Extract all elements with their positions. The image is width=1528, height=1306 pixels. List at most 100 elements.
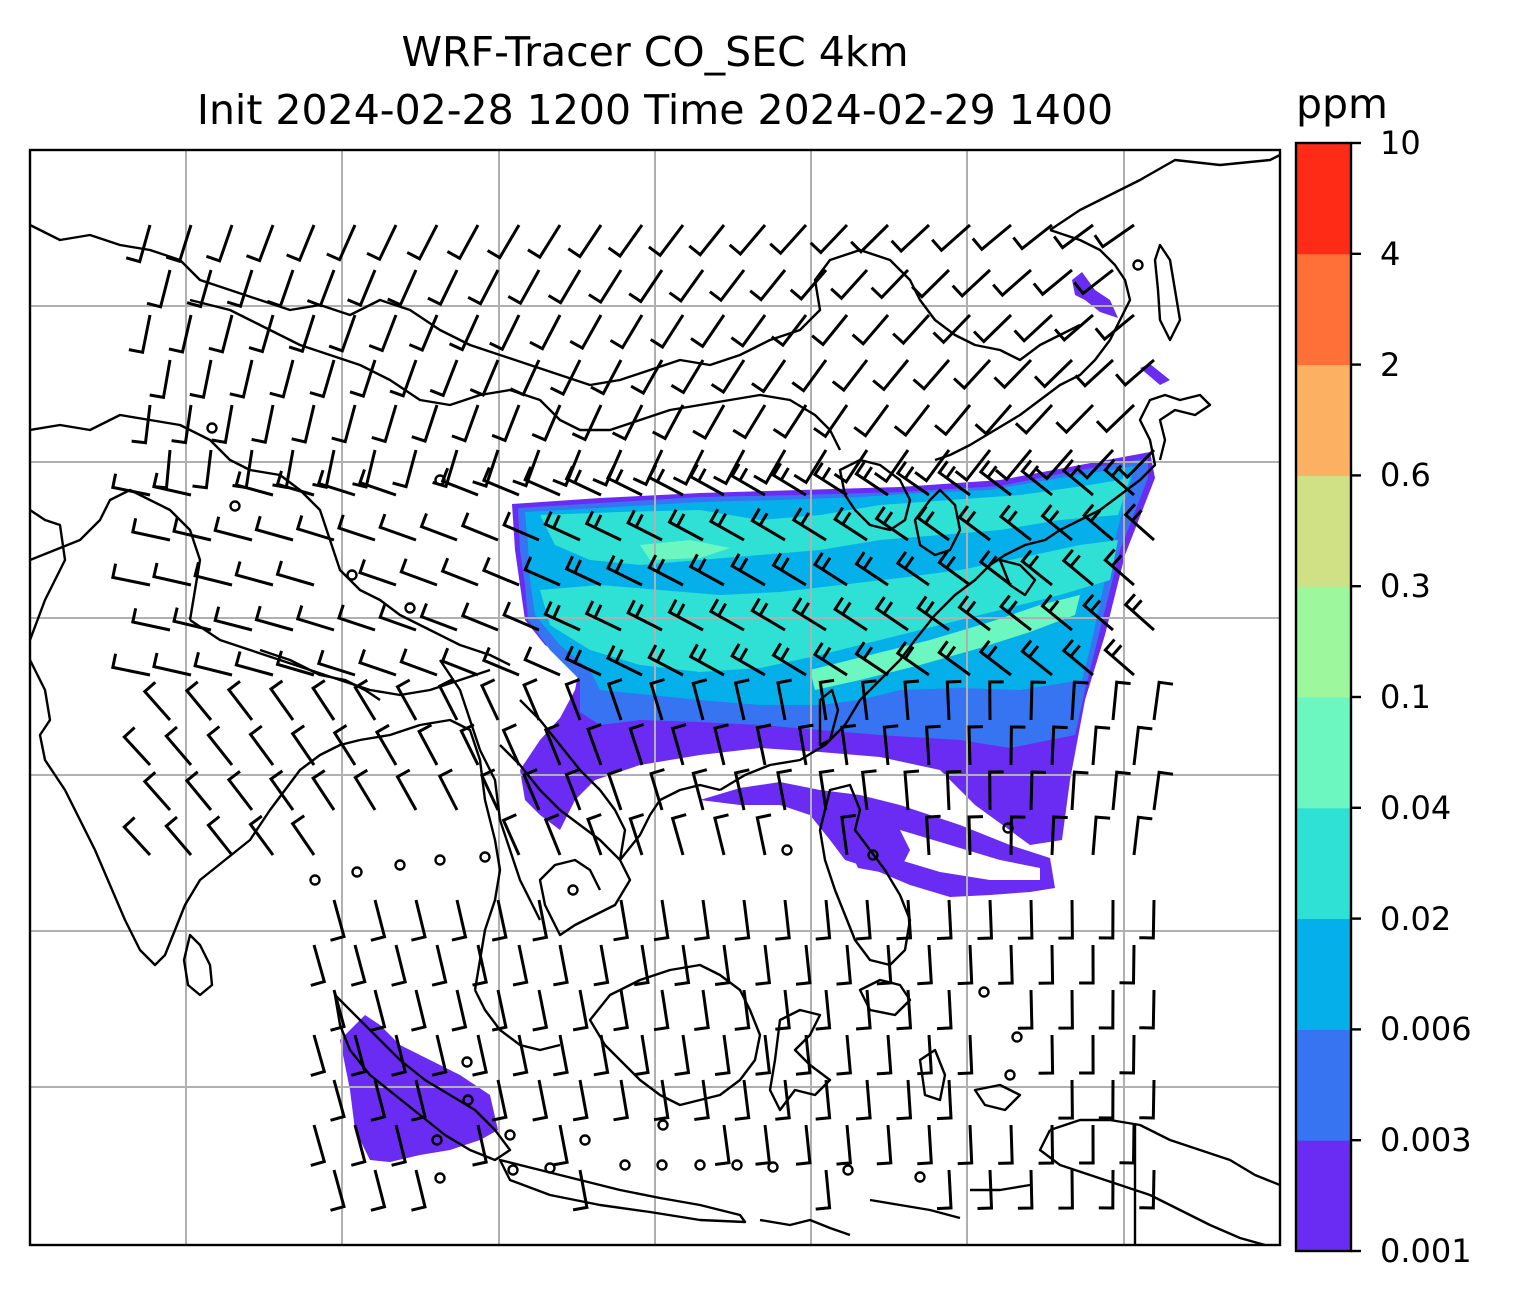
wind-barb xyxy=(978,459,1012,497)
colorbar-segment xyxy=(1296,697,1351,809)
wind-barb xyxy=(613,899,630,942)
wind-barb xyxy=(501,813,521,856)
wind-barb xyxy=(917,944,933,986)
wind-barb xyxy=(651,404,685,441)
wind-barb xyxy=(592,449,623,487)
wind-barb xyxy=(370,989,387,1032)
wind-barb xyxy=(295,605,335,632)
wind-barb xyxy=(186,269,213,309)
wind-barb xyxy=(836,944,853,986)
wind-barb xyxy=(813,404,849,439)
wind-barb xyxy=(234,561,274,587)
wind-barb xyxy=(791,359,828,393)
wind-barb xyxy=(932,313,972,345)
wind-barb xyxy=(553,1124,569,1167)
wind-barb xyxy=(481,646,520,677)
wind-barb xyxy=(749,269,787,302)
wind-barb xyxy=(730,314,767,348)
wind-barb-calm xyxy=(656,1159,668,1171)
wind-barb xyxy=(628,813,645,856)
wind-barb xyxy=(854,461,889,497)
wind-barb xyxy=(411,1169,427,1212)
wind-barb xyxy=(1029,680,1047,721)
map-title-line1: WRF-Tracer CO_SEC 4km xyxy=(401,28,909,76)
coastline-borneo xyxy=(588,963,762,1107)
wind-barb xyxy=(543,723,562,766)
wind-barb xyxy=(751,359,787,394)
colorbar-tick-label: 0.1 xyxy=(1380,678,1431,716)
wind-barb xyxy=(1017,989,1034,1030)
wind-barb xyxy=(708,269,746,303)
wind-barb xyxy=(649,768,665,811)
wind-barb xyxy=(417,723,439,766)
wind-barb xyxy=(815,899,832,941)
wind-barb xyxy=(815,1079,832,1121)
wind-barb xyxy=(1093,223,1135,249)
wind-barb xyxy=(812,551,848,587)
wind-barb xyxy=(481,556,520,587)
wind-barb xyxy=(1098,899,1115,940)
colorbar-ticks xyxy=(1351,141,1361,1253)
wind-barb xyxy=(467,269,500,306)
coastline-lesser-sunda xyxy=(759,1183,1031,1237)
wind-barb xyxy=(543,510,581,542)
wind-barb xyxy=(164,725,193,766)
wind-barb xyxy=(226,269,254,309)
wind-barb xyxy=(391,1124,408,1167)
wind-barb-calm xyxy=(434,854,446,866)
wind-barb xyxy=(1116,448,1156,480)
wind-barb xyxy=(549,359,582,397)
wind-barb xyxy=(171,404,193,445)
wind-barb xyxy=(771,552,807,587)
wind-barb xyxy=(254,515,294,542)
wind-barb xyxy=(607,224,644,259)
wind-barb xyxy=(172,517,212,542)
wind-barb xyxy=(1012,223,1053,251)
wind-barb xyxy=(523,646,561,677)
wind-barb xyxy=(836,1034,853,1076)
wind-barb xyxy=(245,224,275,263)
wind-barb xyxy=(481,466,520,497)
wind-barb xyxy=(532,989,549,1032)
wind-barb xyxy=(389,359,418,398)
wind-barb xyxy=(489,314,521,352)
wind-barb xyxy=(1013,313,1054,343)
wind-barb xyxy=(469,359,500,397)
wind-barb xyxy=(1079,944,1095,985)
wind-barb xyxy=(111,563,151,587)
wind-barb xyxy=(795,1124,812,1166)
wind-barb xyxy=(1119,1034,1136,1075)
wind-barb xyxy=(1055,403,1095,435)
wind-barb-calm xyxy=(619,1159,631,1171)
wind-barb xyxy=(142,771,172,811)
wind-barb xyxy=(606,678,623,721)
wind-barb xyxy=(378,603,417,632)
wind-barb xyxy=(755,813,772,856)
wind-barb xyxy=(1091,815,1111,856)
wind-barb xyxy=(472,944,488,987)
wind-barb xyxy=(974,404,1013,436)
wind-barb xyxy=(411,989,427,1032)
wind-barb xyxy=(728,224,767,257)
wind-barb xyxy=(691,678,708,721)
wind-barb xyxy=(193,651,233,677)
wind-barb xyxy=(479,768,500,811)
wind-barb xyxy=(733,678,750,721)
wind-barb xyxy=(1081,593,1114,632)
wind-barb xyxy=(630,359,664,396)
wind-barb xyxy=(564,645,602,677)
wind-barb xyxy=(833,506,868,542)
wind-barb xyxy=(791,597,827,632)
wind-barb xyxy=(896,899,913,941)
wind-barb xyxy=(350,944,367,987)
wind-barb xyxy=(290,814,316,856)
wind-barb xyxy=(440,467,479,497)
wind-barb xyxy=(734,899,751,941)
wind-barb xyxy=(419,512,458,542)
wind-barb xyxy=(593,944,610,987)
wind-barb xyxy=(337,514,376,542)
wind-barb xyxy=(670,813,687,856)
tracer-plume-band2 xyxy=(540,540,1118,672)
wind-barb xyxy=(1139,1079,1156,1120)
wind-barb xyxy=(491,899,508,942)
